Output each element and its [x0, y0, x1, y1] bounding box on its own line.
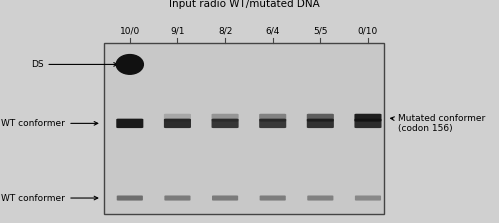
- Text: Mutated conformer
(codon 156): Mutated conformer (codon 156): [391, 114, 486, 133]
- Text: DS: DS: [31, 60, 117, 69]
- FancyBboxPatch shape: [307, 196, 333, 200]
- FancyBboxPatch shape: [355, 196, 381, 200]
- FancyBboxPatch shape: [212, 119, 239, 128]
- FancyBboxPatch shape: [354, 119, 382, 128]
- Text: 10/0: 10/0: [120, 27, 140, 36]
- FancyBboxPatch shape: [259, 196, 286, 200]
- Text: 9/1: 9/1: [170, 27, 185, 36]
- Ellipse shape: [116, 55, 143, 74]
- Text: 5/5: 5/5: [313, 27, 327, 36]
- FancyBboxPatch shape: [259, 114, 286, 122]
- FancyBboxPatch shape: [116, 119, 143, 128]
- FancyBboxPatch shape: [164, 119, 191, 128]
- Text: 0/10: 0/10: [358, 27, 378, 36]
- Text: WT conformer: WT conformer: [1, 119, 98, 128]
- FancyBboxPatch shape: [164, 196, 191, 200]
- Text: Input radio WT/mutated DNA: Input radio WT/mutated DNA: [169, 0, 319, 9]
- Text: WT conformer: WT conformer: [1, 194, 98, 202]
- Text: 6/4: 6/4: [265, 27, 280, 36]
- Bar: [104, 43, 384, 214]
- FancyBboxPatch shape: [354, 114, 382, 122]
- FancyBboxPatch shape: [259, 119, 286, 128]
- Text: 8/2: 8/2: [218, 27, 232, 36]
- FancyBboxPatch shape: [212, 196, 238, 200]
- FancyBboxPatch shape: [307, 119, 334, 128]
- FancyBboxPatch shape: [307, 114, 334, 122]
- FancyBboxPatch shape: [117, 196, 143, 200]
- FancyBboxPatch shape: [212, 114, 239, 122]
- FancyBboxPatch shape: [164, 114, 191, 122]
